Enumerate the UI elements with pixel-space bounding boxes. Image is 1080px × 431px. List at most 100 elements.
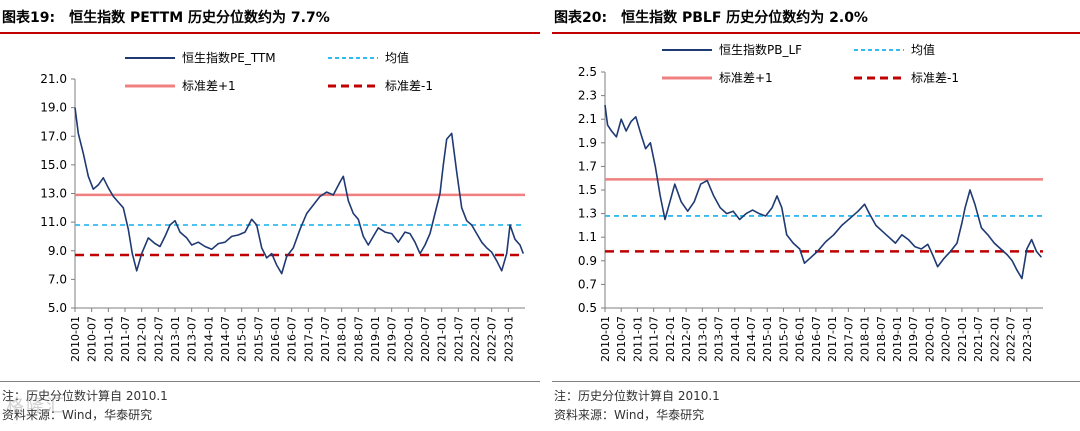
x-tick-label: 2018-07 — [875, 316, 888, 362]
x-tick-label: 2021-07 — [972, 316, 985, 362]
y-tick-label: 2.3 — [578, 89, 597, 103]
plot-area: 0.5 0.7 0.9 1.1 1.3 1.5 1.7 1.9 2.1 2.3 2.5 2010-01… — [578, 65, 1043, 362]
chart-title: 恒生指数 PETTM 历史分位数约为 7.7% — [69, 10, 330, 26]
chart-panel-pe: 图表19: 恒生指数 PETTM 历史分位数约为 7.7% 恒生指数PE_TTM … — [0, 4, 540, 422]
x-tick-label: 2023-01 — [1021, 316, 1034, 362]
y-tick-label: 1.9 — [578, 136, 597, 150]
x-tick-label: 2012-07 — [152, 316, 165, 362]
x-tick-label: 2020-01 — [402, 316, 415, 362]
legend-minus-label: 标准差-1 — [911, 71, 959, 85]
y-tick-label: 5.0 — [48, 301, 67, 315]
x-tick-label: 2010-01 — [69, 316, 82, 362]
x-tick-label: 2013-07 — [713, 316, 726, 362]
x-tick-label: 2022-01 — [469, 316, 482, 362]
legend-plus-label: 标准差+1 — [719, 71, 773, 85]
x-tick-label: 2020-07 — [940, 316, 953, 362]
x-tick-label: 2018-07 — [352, 316, 365, 362]
series-line — [604, 104, 1043, 280]
chart-panel-pb: 图表20: 恒生指数 PBLF 历史分位数约为 2.0% 恒生指数PB_LF 均值… — [552, 0, 1080, 431]
y-tick-label: 0.5 — [578, 301, 597, 315]
x-tick-label: 2014-01 — [729, 316, 742, 362]
x-tick-label: 2021-01 — [436, 316, 449, 362]
chart-title-bar: 图表19: 恒生指数 PETTM 历史分位数约为 7.7% — [0, 4, 540, 34]
x-tick-label: 2013-01 — [696, 316, 709, 362]
x-tick-label: 2020-07 — [419, 316, 432, 362]
x-tick-label: 2021-01 — [956, 316, 969, 362]
x-tick-label: 2019-07 — [386, 316, 399, 362]
chart-source: 资料来源：Wind，华泰研究 — [2, 408, 153, 422]
pb-line-chart: 恒生指数PB_LF 均值 标准差+1 标准差-1 0.5 0.7 0.9 1.1 1.3… — [578, 42, 1043, 362]
x-tick-label: 2016-01 — [269, 316, 282, 362]
y-tick-label: 0.9 — [578, 254, 597, 268]
x-tick-label: 2015-01 — [236, 316, 249, 362]
y-tick-label: 15.0 — [40, 158, 67, 172]
chart-title: 恒生指数 PBLF 历史分位数约为 2.0% — [621, 10, 868, 26]
series-line — [74, 107, 525, 275]
pe-line-chart: 恒生指数PE_TTM 均值 标准差+1 标准差-1 5.0 7.0 9.0 11.0 1… — [40, 50, 525, 362]
x-tick-label: 2010-01 — [599, 316, 612, 362]
x-tick-label: 2017-01 — [302, 316, 315, 362]
figure-label: 图表19: — [2, 10, 56, 26]
legend: 恒生指数PB_LF 均值 标准差+1 标准差-1 — [662, 42, 959, 85]
x-tick-label: 2022-01 — [988, 316, 1001, 362]
x-tick-label: 2011-01 — [631, 316, 644, 362]
x-tick-label: 2016-07 — [286, 316, 299, 362]
x-tick-label: 2015-01 — [761, 316, 774, 362]
x-tick-label: 2021-07 — [452, 316, 465, 362]
y-tick-label: 1.3 — [578, 207, 597, 221]
x-tick-label: 2017-07 — [842, 316, 855, 362]
x-tick-label: 2013-01 — [169, 316, 182, 362]
y-tick-label: 7.0 — [48, 272, 67, 286]
y-tick-label: 11.0 — [40, 215, 67, 229]
y-tick-label: 13.0 — [40, 187, 67, 201]
x-tick-label: 2016-01 — [794, 316, 807, 362]
y-tick-label: 1.1 — [578, 230, 597, 244]
figure-label: 图表20: — [554, 10, 608, 26]
chart-source: 资料来源：Wind，华泰研究 — [554, 408, 705, 422]
y-tick-label: 9.0 — [48, 244, 67, 258]
x-tick-label: 2022-07 — [1005, 316, 1018, 362]
footer-rule — [0, 381, 540, 382]
legend-series-label: 恒生指数PE_TTM — [182, 50, 276, 65]
y-tick-label: 17.0 — [40, 129, 67, 143]
x-tick-label: 2011-01 — [102, 316, 115, 362]
x-tick-label: 2019-01 — [369, 316, 382, 362]
x-tick-label: 2014-07 — [219, 316, 232, 362]
legend: 恒生指数PE_TTM 均值 标准差+1 标准差-1 — [125, 50, 433, 93]
legend-plus-label: 标准差+1 — [182, 79, 236, 93]
x-tick-label: 2015-07 — [252, 316, 265, 362]
x-tick-label: 2022-07 — [486, 316, 499, 362]
x-tick-label: 2017-07 — [319, 316, 332, 362]
x-tick-label: 2019-07 — [907, 316, 920, 362]
y-tick-label: 21.0 — [40, 72, 67, 86]
legend-minus-label: 标准差-1 — [385, 79, 433, 93]
x-tick-label: 2012-01 — [136, 316, 149, 362]
x-tick-label: 2010-07 — [615, 316, 628, 362]
chart-note: 注：历史分位数计算自 2010.1 — [2, 389, 168, 403]
x-tick-label: 2013-07 — [186, 316, 199, 362]
x-tick-label: 2012-01 — [664, 316, 677, 362]
x-tick-label: 2020-01 — [923, 316, 936, 362]
x-tick-label: 2015-07 — [777, 316, 790, 362]
y-tick-label: 19.0 — [40, 101, 67, 115]
y-tick-label: 2.5 — [578, 65, 597, 79]
legend-mean-label: 均值 — [911, 42, 935, 57]
x-tick-label: 2011-07 — [648, 316, 661, 362]
y-tick-label: 0.7 — [578, 277, 597, 291]
y-tick-label: 1.7 — [578, 159, 597, 173]
footer-rule — [552, 381, 1080, 382]
x-tick-label: 2023-01 — [502, 316, 515, 362]
x-tick-label: 2018-01 — [859, 316, 872, 362]
x-tick-label: 2012-07 — [680, 316, 693, 362]
x-tick-label: 2017-01 — [826, 316, 839, 362]
x-tick-label: 2014-01 — [202, 316, 215, 362]
x-tick-label: 2016-07 — [810, 316, 823, 362]
x-tick-label: 2014-07 — [745, 316, 758, 362]
x-tick-label: 2010-07 — [86, 316, 99, 362]
x-tick-label: 2019-01 — [891, 316, 904, 362]
chart-note: 注：历史分位数计算自 2010.1 — [554, 389, 720, 403]
y-tick-label: 2.1 — [578, 112, 597, 126]
legend-mean-label: 均值 — [385, 50, 409, 65]
x-tick-label: 2018-01 — [336, 316, 349, 362]
y-tick-label: 1.5 — [578, 183, 597, 197]
